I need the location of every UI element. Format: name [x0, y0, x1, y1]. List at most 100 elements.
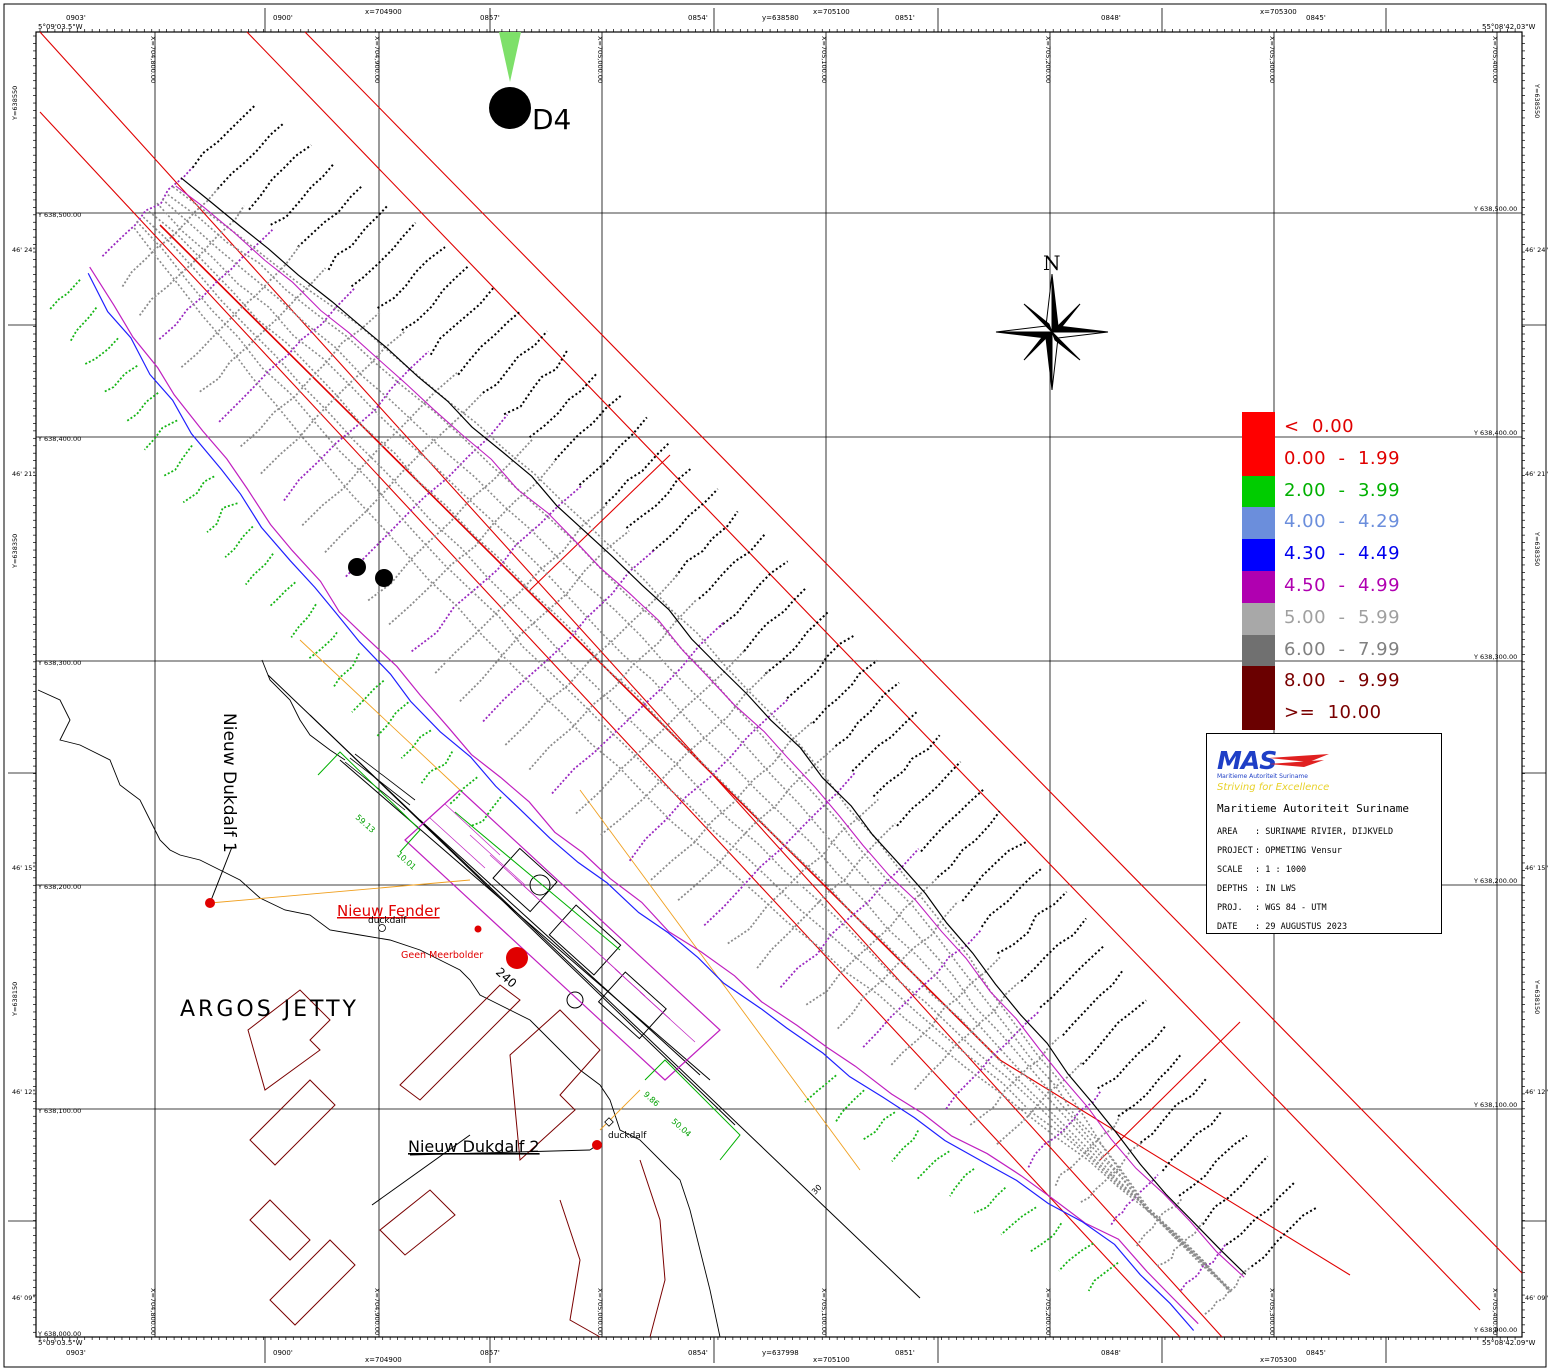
- survey-track-line: [554, 395, 622, 461]
- right-lat-label: 46' 21": [1525, 470, 1548, 478]
- survey-track-line: [949, 1168, 975, 1197]
- side-y-label: Y=638150: [1533, 979, 1541, 1014]
- survey-track-line: [862, 1111, 896, 1141]
- survey-track-line: [434, 504, 608, 674]
- survey-track-line: [148, 210, 1232, 1293]
- survey-track-line: [604, 441, 671, 505]
- legend-row: < 0.00: [1242, 412, 1502, 444]
- survey-track-line: [401, 265, 469, 332]
- titleblock-value: : WGS 84 - UTM: [1255, 903, 1327, 913]
- survey-track-line: [1080, 1142, 1143, 1203]
- dukdalf-2-label: Nieuw Dukdalf 2: [408, 1137, 540, 1156]
- titleblock-row: PROJECT: OPMETING Vensur: [1217, 846, 1342, 856]
- legend-label: 0.00 - 1.99: [1284, 447, 1401, 469]
- survey-track-line: [969, 1036, 1060, 1126]
- right-lat-label: 46' 09": [1525, 1294, 1548, 1302]
- shoreline-upper: [261, 659, 346, 761]
- survey-track-line: [779, 848, 920, 988]
- survey-track-line: [961, 841, 1027, 902]
- legend-swatch: [1242, 570, 1275, 603]
- survey-track-line: [327, 204, 389, 271]
- titleblock-row: PROJ. : WGS 84 - UTM: [1217, 903, 1327, 913]
- survey-track-line: [125, 392, 159, 423]
- grid-y-label: Y 638,300.00: [37, 659, 81, 667]
- survey-track-line: [1250, 1207, 1317, 1268]
- north-label: N: [1043, 251, 1061, 275]
- survey-track-line: [575, 649, 746, 815]
- titleblock-key: PROJ.: [1217, 903, 1243, 913]
- titleblock-row: AREA: SURINAME RIVIER, DIJKVELD: [1217, 827, 1393, 837]
- station-label: D4: [532, 103, 571, 136]
- survey-track-line: [156, 202, 1230, 1291]
- survey-track-line: [1110, 1174, 1159, 1226]
- depth-legend: < 0.00 0.00 - 1.99 2.00 - 3.99 4.00 - 4.29 4…: [1242, 412, 1502, 731]
- bottom-lon-label: 0854': [688, 1349, 708, 1357]
- survey-track-line: [1054, 1115, 1121, 1187]
- survey-track-line: [457, 311, 520, 376]
- top-x-label: x=705300: [1260, 8, 1297, 16]
- titleblock-key: DATE: [1217, 922, 1238, 932]
- right-lat-label: 46' 24": [1525, 246, 1548, 254]
- survey-track-line: [459, 530, 630, 702]
- survey-track-line: [84, 337, 119, 365]
- survey-track-line: [914, 981, 1020, 1091]
- grid-x-label: X=705,000.00: [596, 36, 604, 83]
- map-outer-frame: [3, 3, 1547, 1368]
- survey-track-line: [270, 162, 335, 226]
- bottom-x-label: x=705300: [1260, 1356, 1297, 1364]
- side-y-label: Y=638350: [1533, 531, 1541, 566]
- top-lon-label: 0848': [1101, 14, 1121, 22]
- survey-track-line: [1058, 1242, 1094, 1272]
- survey-track-line: [973, 1187, 1006, 1214]
- survey-track-line: [1225, 1182, 1295, 1246]
- side-y-label: Y=638350: [11, 534, 19, 569]
- survey-track-line: [290, 603, 317, 638]
- survey-track-line: [351, 680, 385, 713]
- top-lon-label: 0851': [895, 14, 915, 22]
- frame-ticks: [33, 29, 1525, 1340]
- grid-y-label: Y 638,100.00: [37, 1107, 81, 1115]
- legend-swatch: [1242, 539, 1275, 572]
- survey-track-line: [240, 311, 381, 448]
- buoy-marker: [375, 569, 393, 587]
- corner-label-br: 55°08'42.09"W: [1482, 1339, 1535, 1347]
- survey-track-line: [996, 1060, 1084, 1145]
- survey-track-line: [350, 222, 417, 288]
- left-lat-label: 46' 21": [12, 470, 35, 478]
- legend-swatch: [1242, 634, 1275, 667]
- legend-label: 5.00 - 5.99: [1284, 606, 1401, 628]
- titleblock-row: SCALE: 1 : 1000: [1217, 865, 1306, 875]
- grid-x-label: X=705,400.00: [1491, 36, 1499, 83]
- legend-label: 6.00 - 7.99: [1284, 638, 1401, 660]
- survey-track-line: [332, 653, 360, 689]
- top-x-label: x=705100: [813, 8, 850, 16]
- survey-track-line: [1029, 1222, 1063, 1253]
- titleblock-value: : SURINAME RIVIER, DIJKVELD: [1255, 827, 1394, 837]
- survey-track-line: [133, 227, 1230, 1291]
- left-lat-label: 46' 24": [12, 246, 35, 254]
- survey-track-line: [1201, 1155, 1269, 1226]
- grid-x-label: X=705,300.00: [1268, 1288, 1276, 1335]
- grid-x-label: X=704,900.00: [373, 1288, 381, 1335]
- survey-track-line: [69, 307, 98, 343]
- survey-track-line: [837, 900, 959, 1030]
- survey-track-line: [703, 772, 856, 927]
- survey-track-line: [245, 553, 274, 586]
- logo-text: MAS: [1217, 746, 1277, 775]
- legend-label: 2.00 - 3.99: [1284, 479, 1401, 501]
- survey-track-line: [191, 104, 256, 169]
- station-marker: [489, 87, 531, 129]
- legend-label: 4.50 - 4.99: [1284, 574, 1401, 596]
- survey-tracks: [48, 104, 1317, 1331]
- bottom-lon-label: 0848': [1101, 1349, 1121, 1357]
- survey-track-line: [199, 267, 327, 393]
- survey-track-line: [872, 734, 941, 798]
- survey-track-line: [578, 416, 648, 486]
- organization-name: Maritieme Autoriteit Suriname: [1217, 802, 1410, 815]
- survey-track-line: [180, 177, 1247, 1275]
- survey-track-line: [89, 266, 1199, 1325]
- legend-swatch: [1242, 443, 1275, 476]
- survey-track-line: [727, 798, 879, 945]
- legend-swatch: [1242, 475, 1275, 508]
- bottom-lon-label: 0845': [1306, 1349, 1326, 1357]
